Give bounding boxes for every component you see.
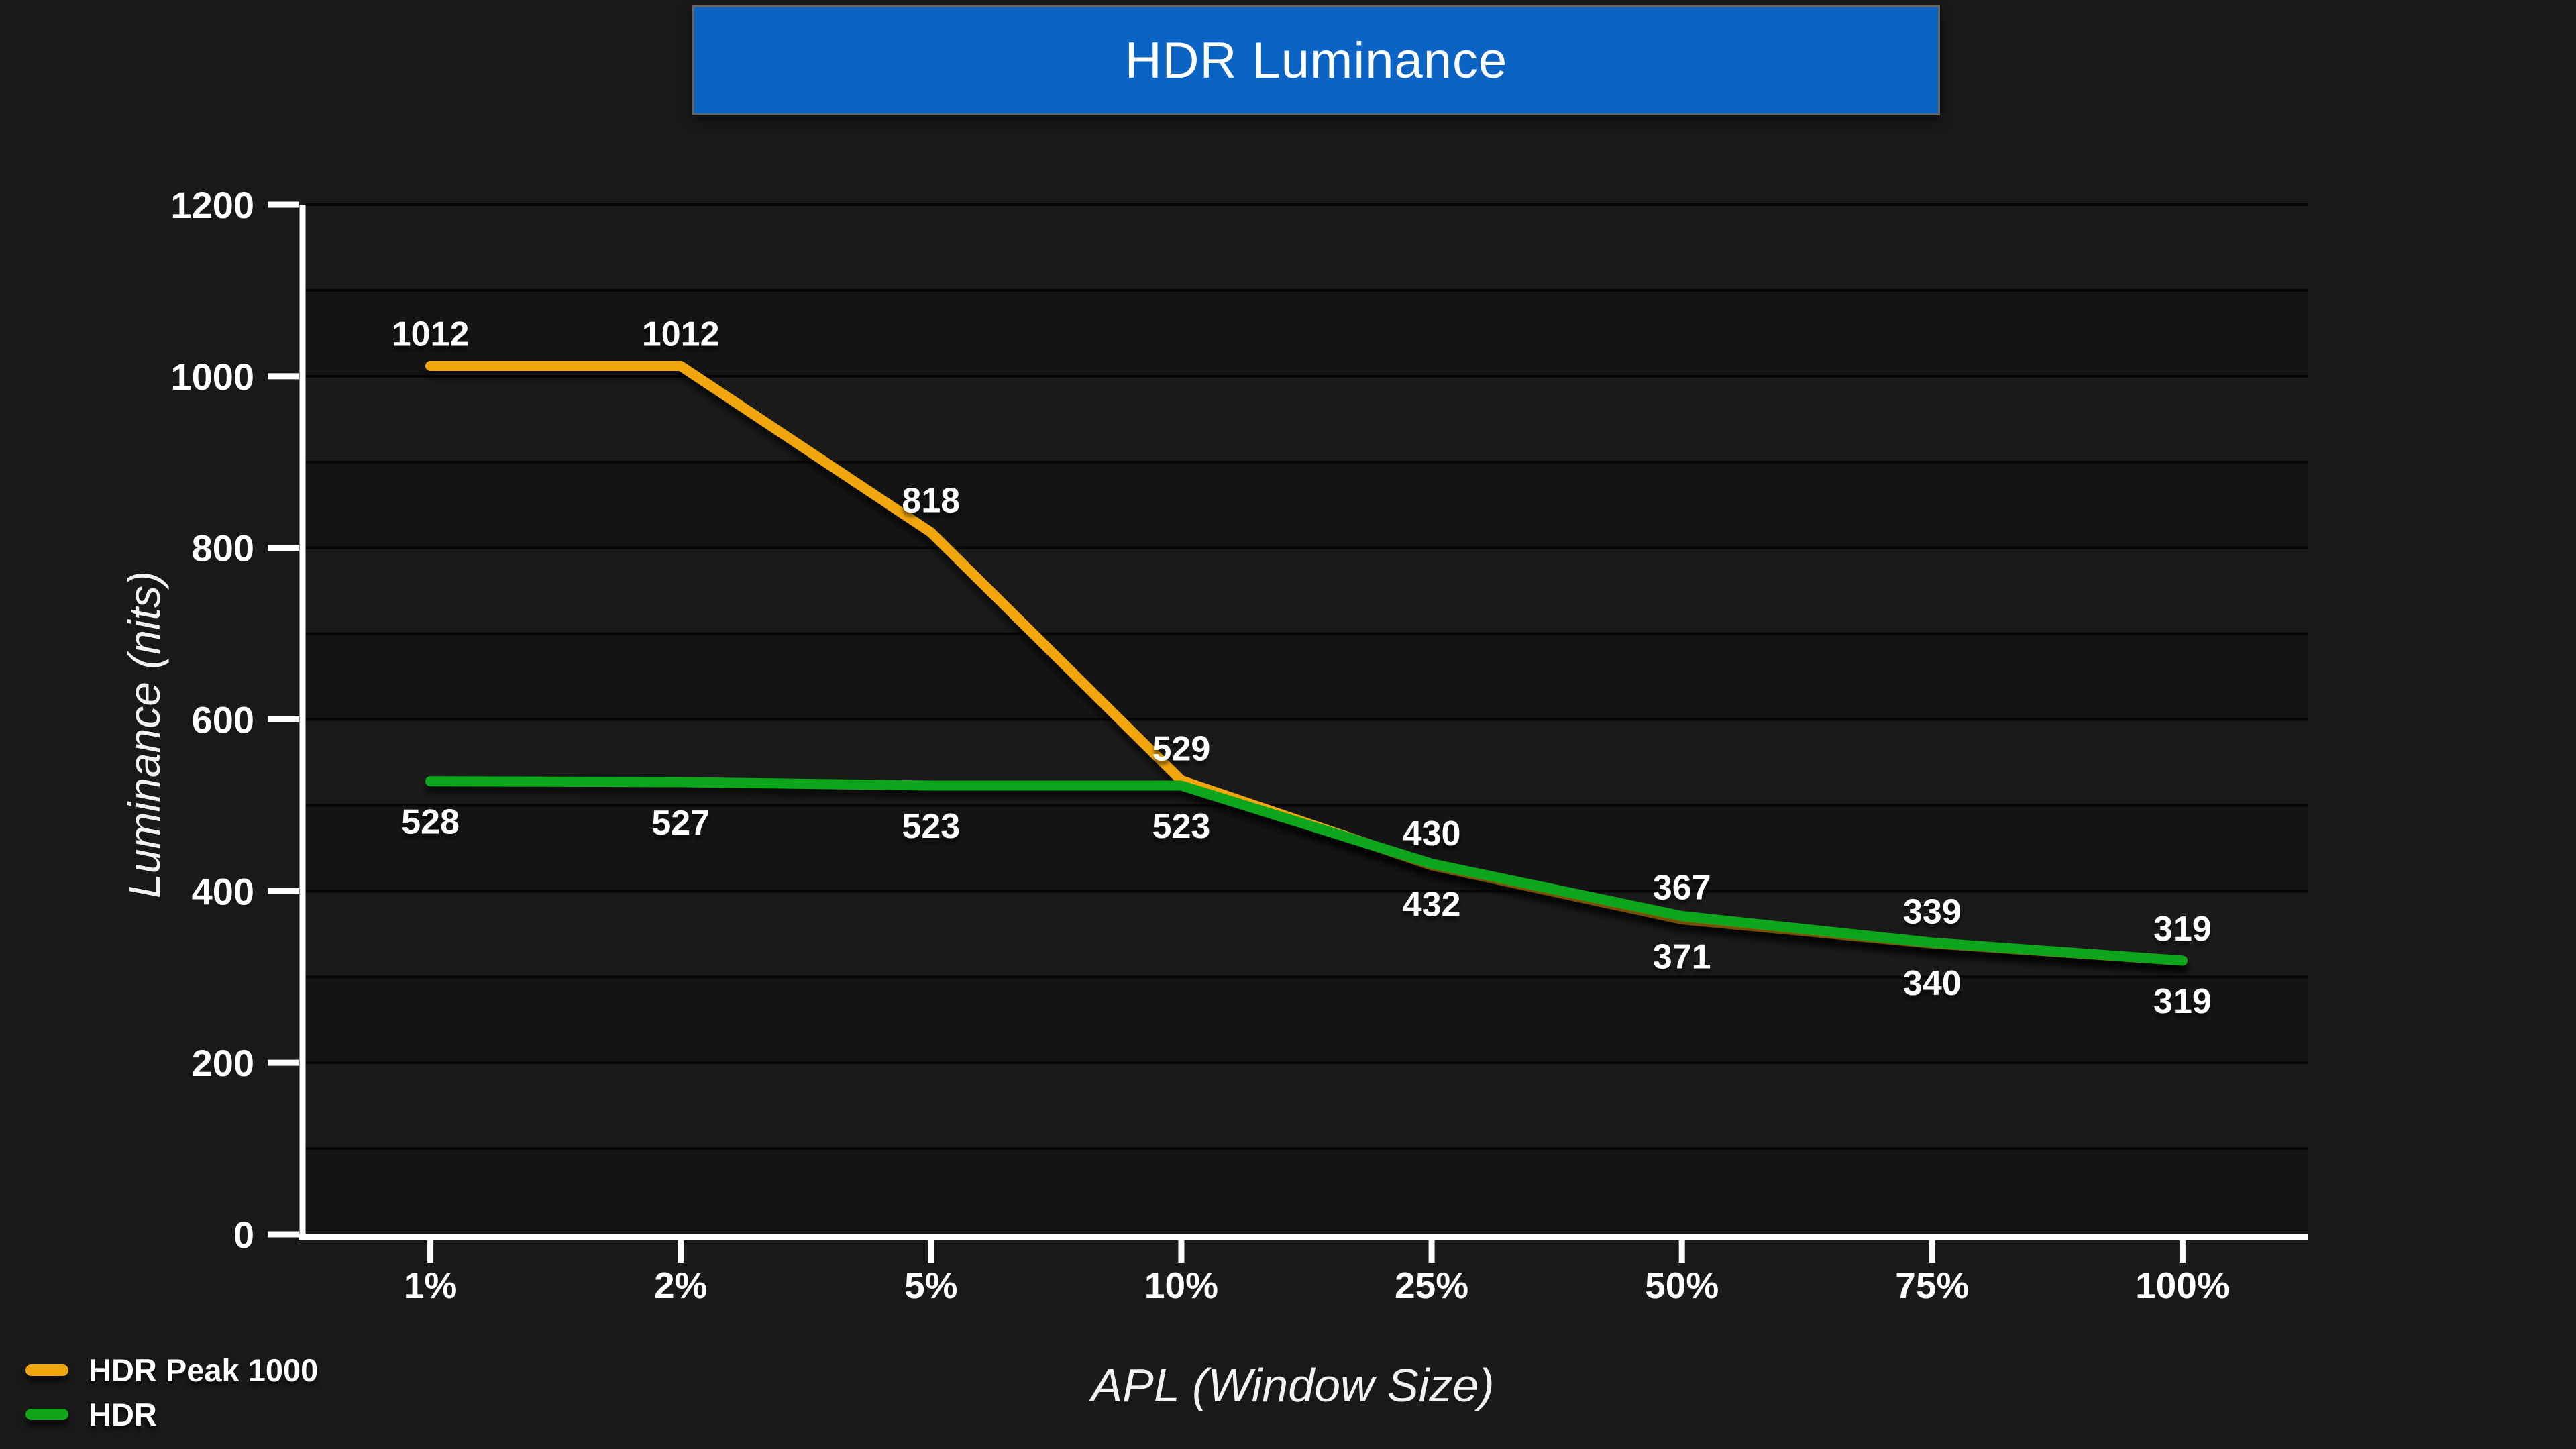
- data-label-hdr: 432: [1403, 885, 1461, 924]
- y-tick-label: 1000: [170, 356, 254, 398]
- chart-title: HDR Luminance: [1124, 32, 1508, 89]
- plot-band: [305, 1148, 2308, 1234]
- plot-band: [305, 462, 2308, 548]
- legend-label: HDR: [89, 1396, 157, 1432]
- legend-item: HDR Peak 1000: [25, 1351, 318, 1389]
- x-tick-label: 5%: [904, 1265, 958, 1306]
- x-tick-label: 100%: [2135, 1265, 2230, 1306]
- plot-band: [305, 633, 2308, 720]
- legend: HDR Peak 1000 HDR: [25, 1351, 318, 1433]
- y-tick-label: 0: [233, 1214, 254, 1256]
- x-tick-label: 25%: [1395, 1265, 1468, 1306]
- plot-band: [305, 891, 2308, 977]
- y-tick-label: 200: [192, 1042, 254, 1084]
- data-label-hdr-peak-1000: 529: [1152, 729, 1211, 768]
- data-label-hdr: 523: [902, 807, 960, 846]
- plot-band: [305, 719, 2308, 806]
- data-label-hdr-peak-1000: 339: [1903, 892, 1962, 931]
- data-label-hdr-peak-1000: 1012: [392, 315, 470, 354]
- legend-item: HDR: [25, 1395, 318, 1433]
- x-tick-label: 1%: [404, 1265, 458, 1306]
- plot-band: [305, 977, 2308, 1063]
- data-label-hdr: 527: [651, 804, 710, 843]
- y-tick-label: 1200: [170, 184, 254, 226]
- data-label-hdr: 319: [2153, 982, 2212, 1021]
- data-label-hdr: 340: [1903, 964, 1962, 1003]
- data-label-hdr: 528: [401, 803, 460, 842]
- plot-band: [305, 376, 2308, 462]
- data-label-hdr-peak-1000: 367: [1653, 869, 1711, 908]
- plot-band: [305, 1063, 2308, 1149]
- x-axis-title: APL (Window Size): [1091, 1359, 1495, 1411]
- chart-title-box: HDR Luminance: [692, 5, 1940, 115]
- plot-band: [305, 547, 2308, 634]
- x-tick-label: 10%: [1144, 1265, 1218, 1306]
- legend-label: HDR Peak 1000: [89, 1352, 319, 1388]
- data-label-hdr-peak-1000: 818: [902, 482, 960, 521]
- data-label-hdr-peak-1000: 1012: [642, 315, 720, 354]
- plot-band: [305, 205, 2308, 290]
- series-line-hdr: [425, 776, 2188, 966]
- y-tick-label: 600: [192, 699, 254, 741]
- data-label-hdr: 371: [1653, 937, 1711, 976]
- legend-swatch-hdr-peak-1000: [25, 1364, 68, 1376]
- x-tick-label: 50%: [1645, 1265, 1719, 1306]
- data-label-hdr-peak-1000: 319: [2153, 910, 2212, 949]
- y-tick-label: 400: [192, 870, 254, 912]
- legend-swatch-hdr: [25, 1408, 68, 1420]
- y-axis-title: Luminance (nits): [119, 571, 169, 898]
- data-label-hdr-peak-1000: 430: [1403, 814, 1461, 853]
- data-label-hdr: 523: [1152, 807, 1211, 846]
- x-tick-label: 2%: [654, 1265, 708, 1306]
- y-tick-label: 800: [192, 527, 254, 570]
- x-tick-label: 75%: [1895, 1265, 1969, 1306]
